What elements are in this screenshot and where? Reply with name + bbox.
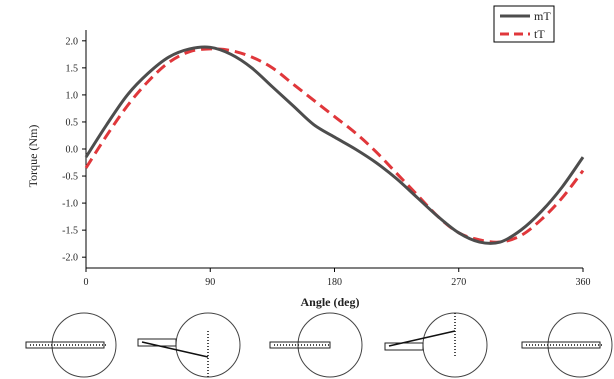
y-tick-label: -0.5 [62,172,78,183]
x-axis-label: Angle (deg) [301,295,360,309]
bar-outline [384,342,424,351]
y-tick-label: -1.0 [62,199,78,210]
y-tick-label: 1.5 [66,63,79,74]
rotor-diagram [384,312,488,378]
y-axis-ticks: 2.0 1.5 1.0 0.5 0.0 -0.5 -1.0 -1.5 -2.0 [62,36,86,264]
series-line-tT [84,47,585,244]
x-tick-label: 0 [84,277,89,288]
chart-axes [85,30,583,269]
x-tick-label: 360 [576,277,591,288]
rotor-diagram [269,312,363,378]
y-tick-label: -1.5 [62,226,78,237]
filament-line [141,341,209,358]
bar-outline [269,341,331,349]
rotor-position-diagrams [25,312,613,378]
filament-line [388,330,456,347]
rotor-diagram [25,312,117,378]
series-line-mT [84,45,585,245]
x-tick-label: 270 [451,277,466,288]
legend-label-mT: mT [534,9,551,23]
bar-outline [25,341,105,349]
x-tick-label: 90 [205,277,215,288]
legend-label-tT: tT [534,27,545,41]
y-tick-label: 2.0 [66,36,79,47]
y-tick-label: 0.0 [66,145,79,156]
x-tick-label: 180 [327,277,342,288]
rotor-diagram [521,312,613,378]
y-tick-label: -2.0 [62,253,78,264]
legend-box [493,5,555,43]
y-tick-label: 1.0 [66,90,79,101]
y-tick-label: 0.5 [66,117,79,128]
rotor-diagram [137,312,241,378]
series-layer [84,45,585,245]
x-axis-ticks: 0 90 180 270 360 [84,268,591,288]
y-axis-label: Torque (Nm) [26,125,40,188]
bar-outline [521,341,601,349]
legend: mT tT [493,5,555,43]
